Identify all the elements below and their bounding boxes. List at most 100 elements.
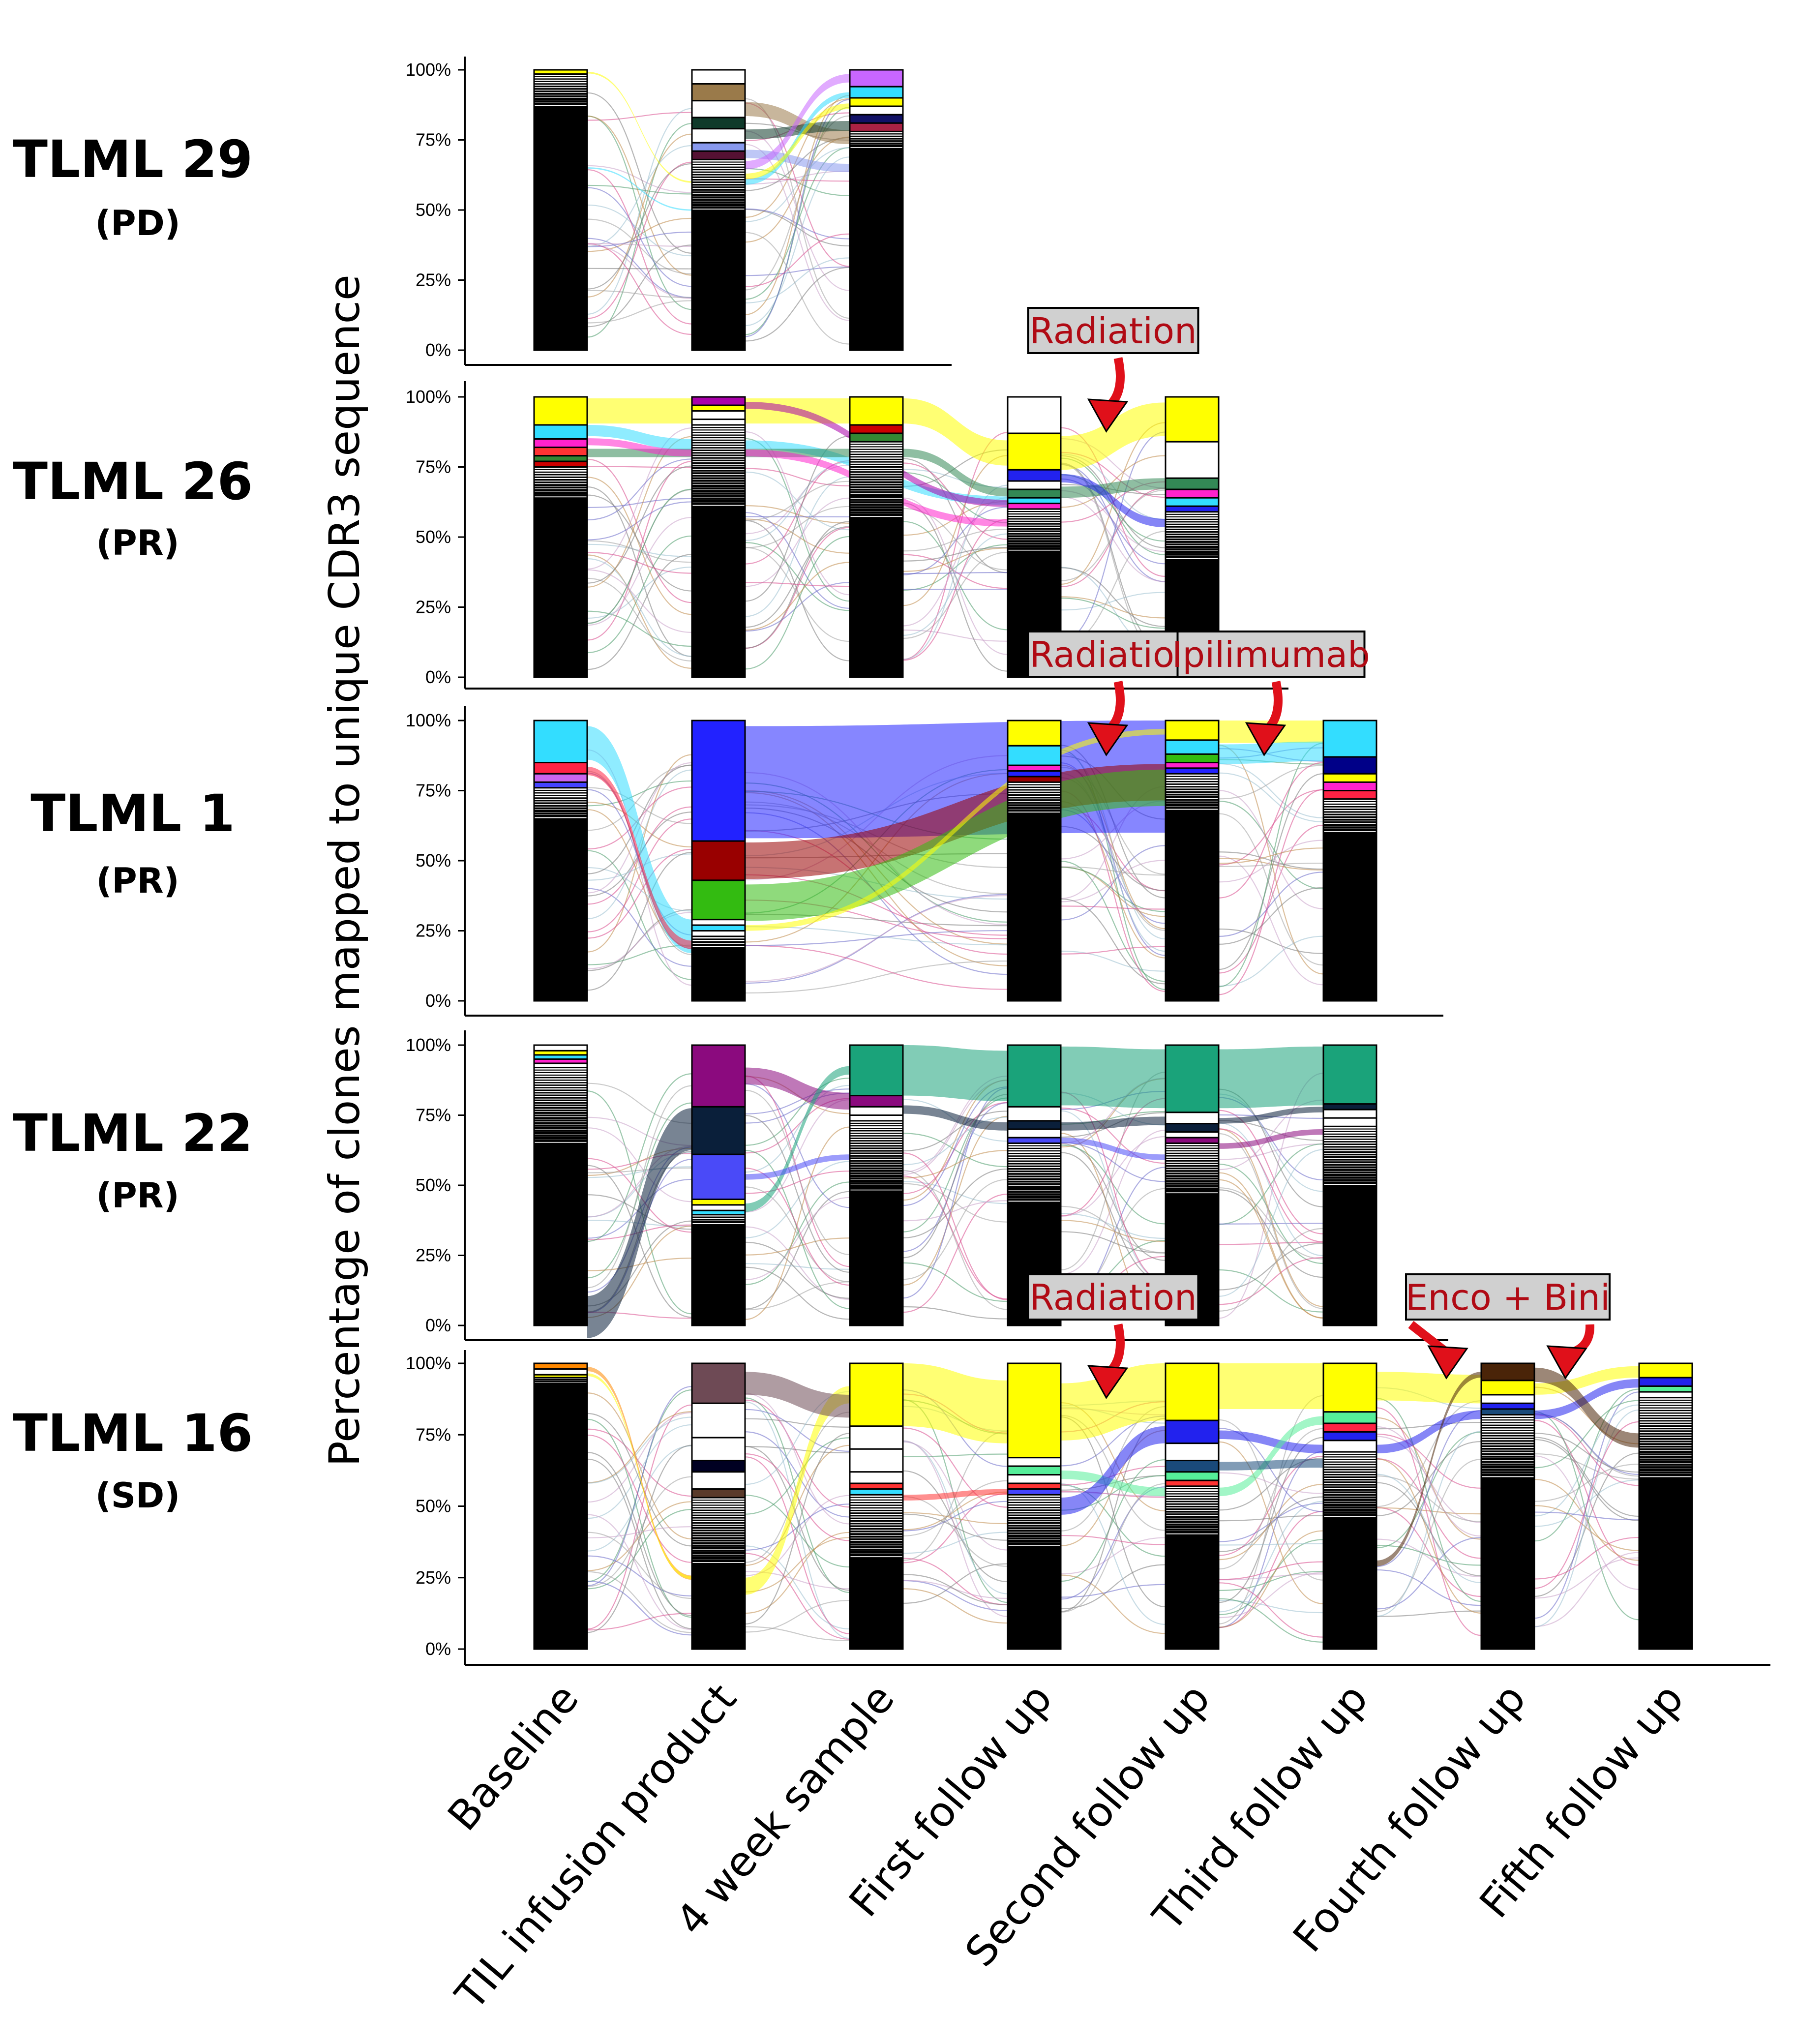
clone-thread [587,145,692,247]
clone-thread [745,1456,850,1634]
clone-thread [1218,1241,1324,1245]
clone-thread [745,1495,850,1568]
clone-segment-p2-c3-2 [1007,764,1062,772]
clone-thread [1218,762,1324,899]
clone-segment-p3-c1-4 [691,1204,746,1211]
clone-segment-p2-c1-1 [691,840,746,881]
clone-segment-p0-c1-2 [691,100,746,119]
clone-segment-p1-c4-5 [1165,505,1220,513]
clone-segment-p4-c0-2 [533,1374,588,1379]
clone-thread [902,1306,1008,1320]
bar-rest-p4-c4 [1166,1534,1219,1649]
clone-thread [745,1393,850,1525]
clone-thread [587,165,692,193]
patient-label: TLML 1 [30,783,235,843]
clone-thread [745,520,850,661]
clone-thread [1060,592,1166,611]
flow-ribbon [587,71,692,183]
flow-ribbon [587,398,692,424]
y-tick-label: 50% [416,527,451,547]
clone-thread [587,290,692,298]
clone-thread [1218,1257,1324,1305]
clone-thread [745,1197,850,1281]
clone-thread [1376,1421,1482,1430]
clone-segment-p4-c6-4 [1480,1408,1535,1416]
clone-thread [745,147,850,222]
clone-thread [902,484,1008,660]
clone-thread [745,464,850,535]
clone-thread [1534,1419,1640,1566]
clone-thread [587,1532,692,1599]
bar-outline [1007,1362,1062,1650]
clone-segment-p4-c7-0 [1638,1362,1693,1379]
y-tick-label: 0% [425,991,451,1011]
clone-thread [587,552,692,574]
clone-thread [745,1401,850,1639]
clone-thread [745,1263,850,1270]
clone-segment-p0-c2-3 [849,105,904,116]
clone-segment-p4-c2-5 [849,1488,904,1496]
annotation-box [1027,307,1199,354]
clone-thread [902,1453,1008,1458]
clone-thread [1376,1475,1482,1522]
clone-thread [902,1097,1008,1232]
clone-thread [1376,1458,1482,1614]
clone-thread [587,1413,692,1547]
y-tick-label: 0% [425,1639,451,1659]
clone-segment-p2-c5-4 [1322,790,1377,800]
clone-segment-p2-c4-4 [1165,767,1220,775]
panel-flows-0 [587,71,850,345]
clone-segment-p2-c3-4 [1007,776,1062,783]
clone-thread [1218,840,1324,883]
clone-thread [902,1170,1008,1310]
clone-thread [1534,1505,1640,1551]
clone-thread [1218,1189,1324,1278]
clone-thread [1218,1571,1324,1591]
clone-thread [902,1470,1008,1583]
clone-segment-p2-c3-0 [1007,720,1062,747]
clone-thread [1218,1515,1324,1522]
clone-thread [1060,455,1166,508]
annotation-radiation: Radiation [1027,1273,1199,1399]
clone-segment-p1-c3-5 [1007,497,1062,505]
clone-thread [1060,1130,1166,1275]
clone-thread [1218,1599,1324,1614]
clone-segment-p2-c5-0 [1322,720,1377,758]
clone-segment-p1-c0-5 [533,460,588,468]
y-tick-label: 75% [416,457,451,477]
flow-ribbon [745,103,850,180]
clone-segment-p2-c1-2 [691,879,746,921]
bar-outline [1007,1044,1062,1326]
clone-segment-p4-c3-1 [1007,1457,1062,1467]
clone-segment-p4-c4-4 [1165,1471,1220,1481]
clone-thread [902,1513,1008,1541]
clone-thread [745,1281,850,1310]
bar-outline [691,1044,746,1326]
y-tick-label: 100% [406,1035,451,1055]
clone-thread [1218,1128,1324,1243]
clone-thread [587,427,692,570]
bar-rest-p3-c0 [534,1143,587,1325]
y-tick-label: 0% [425,340,451,360]
bar-rest-p0-c1 [692,210,745,350]
clone-segment-p4-c7-3 [1638,1391,1693,1399]
clone-thread [1376,1400,1482,1507]
clone-segment-p3-c3-3 [1007,1128,1062,1139]
y-tick-label: 50% [416,200,451,220]
clone-thread [587,780,692,807]
clone-segment-p3-c0-0 [533,1044,588,1052]
clone-thread [1060,1574,1166,1634]
arrow-head [1546,1345,1587,1380]
clone-segment-p4-c4-1 [1165,1419,1220,1444]
clone-thread [902,1262,1008,1302]
clone-thread [1376,1407,1482,1636]
clone-thread [1060,1144,1166,1225]
clone-segment-p0-c1-6 [691,150,746,160]
clone-thread [587,1555,692,1596]
clone-thread [745,170,850,185]
clone-thread [1376,1537,1482,1610]
clone-thread [745,1444,850,1566]
clone-thread [745,547,850,642]
clone-thread [745,518,850,554]
clone-thread [1534,1433,1640,1473]
